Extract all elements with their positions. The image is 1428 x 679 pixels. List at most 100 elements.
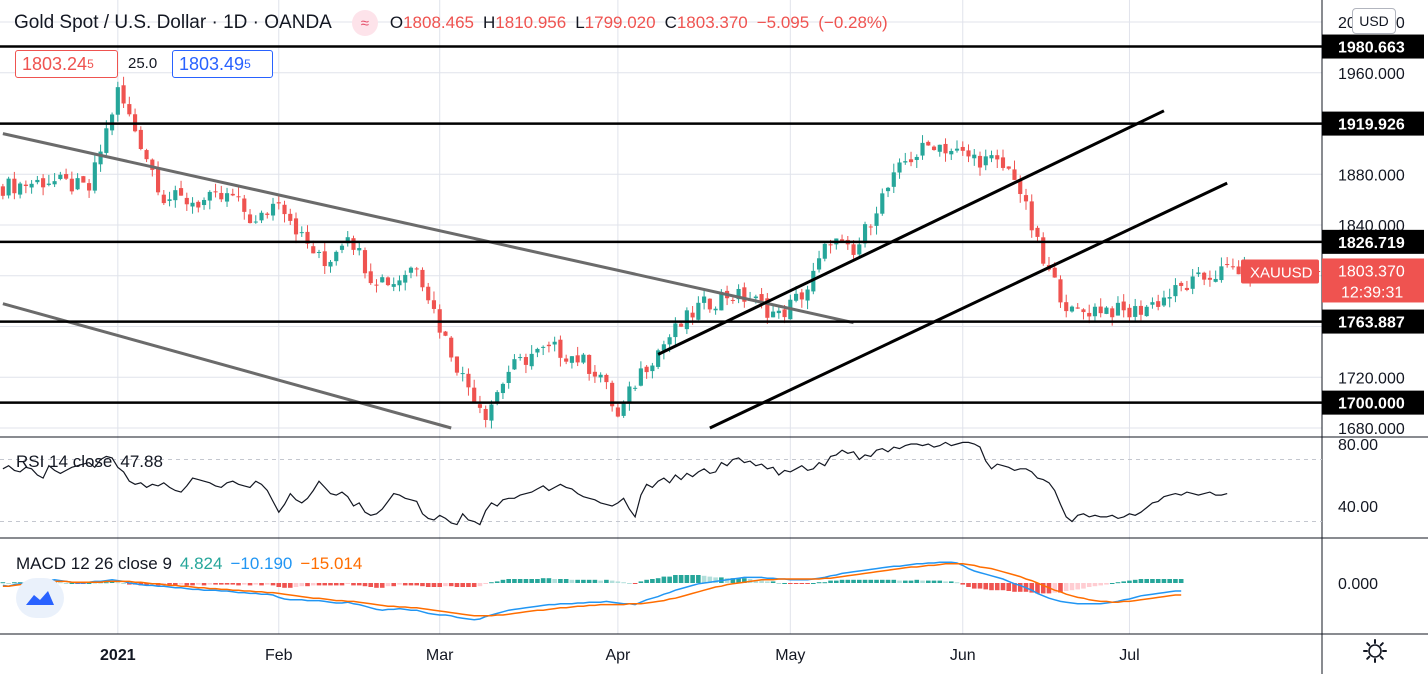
- candle-body: [575, 355, 580, 363]
- candle-body: [943, 143, 948, 154]
- candle: [816, 250, 822, 273]
- candle: [52, 173, 57, 188]
- level-label: 1700.000: [1338, 396, 1405, 413]
- candle: [1236, 260, 1241, 275]
- candle: [1115, 296, 1121, 316]
- level-label-box: [1322, 390, 1424, 415]
- candle: [1213, 270, 1218, 283]
- macd-histogram-bar: [1173, 579, 1178, 583]
- candle-body: [236, 196, 241, 198]
- chart-header: Gold Spot / U.S. Dollar · 1D · OANDA ≈ O…: [14, 10, 888, 36]
- macd-histogram-bar: [891, 579, 897, 583]
- candle-body: [564, 358, 569, 362]
- macd-histogram-bar: [310, 583, 316, 586]
- candle: [1098, 298, 1103, 318]
- candle: [454, 356, 460, 376]
- macd-histogram-bar: [391, 583, 397, 587]
- candle: [644, 365, 649, 379]
- macd-histogram-bar: [1058, 583, 1063, 593]
- candle: [650, 362, 655, 379]
- macd-histogram-bar: [902, 580, 908, 583]
- candle-body: [1023, 195, 1029, 202]
- candle-body: [230, 193, 235, 196]
- candle-body: [81, 176, 86, 183]
- candle-body: [449, 337, 454, 358]
- candle: [638, 361, 643, 387]
- macd-histogram-bar: [270, 583, 276, 586]
- macd-histogram-bar: [1052, 583, 1058, 593]
- candle-body: [569, 356, 574, 363]
- candle-body: [1029, 201, 1034, 231]
- candle: [839, 234, 845, 242]
- macd-histogram-bar: [178, 583, 184, 585]
- candle: [58, 171, 63, 181]
- candle-body: [541, 346, 546, 348]
- candle: [931, 145, 937, 151]
- candle: [1196, 267, 1201, 277]
- candle-body: [420, 269, 425, 288]
- macd-histogram-bar: [609, 580, 615, 583]
- change-percent: (−0.28%): [818, 13, 888, 32]
- macd-histogram-bar: [632, 583, 638, 584]
- tradingview-logo-icon[interactable]: [16, 578, 64, 618]
- sell-button[interactable]: 1803.24 5: [15, 50, 118, 78]
- candle: [558, 335, 563, 367]
- macd-histogram-bar: [1069, 583, 1075, 591]
- macd-histogram-bar: [621, 582, 626, 584]
- candle: [1144, 305, 1149, 317]
- candle-body: [12, 178, 17, 194]
- candle-body: [454, 356, 460, 373]
- macd-histogram-bar: [1150, 579, 1155, 583]
- candle-body: [1161, 297, 1167, 306]
- macd-histogram-bar: [552, 579, 557, 583]
- candle: [1184, 280, 1189, 292]
- macd-histogram-bar: [316, 583, 322, 586]
- candle-body: [954, 148, 960, 151]
- rsi-legend[interactable]: RSI 14 close 47.88: [16, 452, 163, 472]
- macd-histogram-bar: [86, 583, 92, 584]
- candle: [707, 298, 712, 313]
- currency-button[interactable]: USD: [1352, 8, 1396, 34]
- candle-body: [966, 150, 971, 157]
- candle: [173, 185, 178, 208]
- macd-legend[interactable]: MACD 12 26 close 9 4.824 −10.190 −15.014: [16, 554, 362, 574]
- macd-histogram-bar: [173, 583, 178, 586]
- settings-gear-icon[interactable]: [1362, 638, 1388, 664]
- candle: [385, 276, 391, 287]
- symbol-title[interactable]: Gold Spot / U.S. Dollar: [14, 12, 207, 33]
- candle-body: [558, 339, 563, 358]
- candle: [891, 163, 896, 194]
- macd-histogram-bar: [535, 579, 540, 583]
- macd-hist-value: 4.824: [179, 554, 223, 573]
- candle-body: [138, 129, 143, 150]
- descending-trendline: [2, 132, 854, 325]
- level-label: 1919.926: [1338, 117, 1405, 134]
- candle: [535, 347, 540, 358]
- candle: [1075, 303, 1080, 309]
- low-value: 1799.020: [584, 13, 656, 32]
- macd-histogram-bar: [839, 579, 845, 583]
- macd-histogram-bar: [598, 580, 603, 583]
- candle: [702, 289, 707, 310]
- candle: [1104, 306, 1109, 315]
- candle-body: [155, 168, 161, 193]
- candle: [253, 215, 258, 224]
- macd-title: MACD 12 26 close 9: [16, 554, 172, 573]
- candle-body: [495, 392, 500, 403]
- candle: [943, 138, 948, 162]
- candle-body: [949, 150, 954, 155]
- macd-histogram-bar: [339, 583, 345, 586]
- macd-histogram-bar: [104, 582, 109, 584]
- interval-label[interactable]: 1D: [223, 12, 248, 33]
- macd-histogram-bar: [650, 579, 655, 583]
- ascending-trendline: [657, 109, 1165, 356]
- candle: [1133, 298, 1138, 321]
- candle: [799, 288, 804, 308]
- candle: [259, 210, 264, 224]
- broker-logo-icon[interactable]: ≈: [351, 10, 378, 36]
- buy-button[interactable]: 1803.49 5: [172, 50, 273, 78]
- candle: [305, 225, 310, 249]
- candle-body: [742, 287, 747, 302]
